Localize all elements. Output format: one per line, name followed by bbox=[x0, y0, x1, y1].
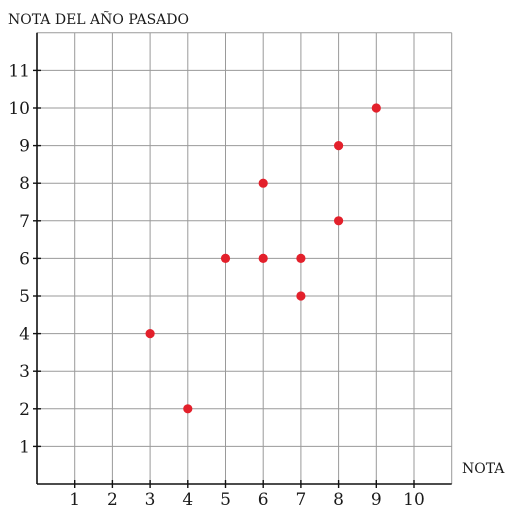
y-tick-label-8: 8 bbox=[19, 174, 30, 194]
tick-labels: 1 2 3 4 5 6 7 8 9 10 1 2 3 4 5 6 7 8 9 10 11 bbox=[8, 61, 424, 510]
y-tick-label-6: 6 bbox=[19, 249, 30, 269]
data-point-6 bbox=[296, 253, 306, 263]
data-point-2 bbox=[183, 404, 193, 414]
grid bbox=[37, 32, 453, 484]
x-tick-label-2: 2 bbox=[107, 490, 118, 510]
x-tick-label-5: 5 bbox=[220, 490, 231, 510]
y-tick-label-11: 11 bbox=[8, 61, 30, 81]
x-tick-label-10: 10 bbox=[403, 490, 425, 510]
data-point-4 bbox=[258, 253, 268, 263]
x-tick-label-6: 6 bbox=[258, 490, 269, 510]
data-point-10 bbox=[371, 103, 381, 113]
x-tick-label-7: 7 bbox=[295, 490, 306, 510]
data-point-3 bbox=[220, 253, 231, 263]
x-tick-label-3: 3 bbox=[145, 490, 156, 510]
data-point-5 bbox=[258, 178, 268, 188]
y-tick-label-3: 3 bbox=[19, 362, 30, 382]
y-tick-label-1: 1 bbox=[19, 437, 30, 457]
y-tick-label-2: 2 bbox=[19, 400, 30, 420]
y-tick-label-7: 7 bbox=[19, 212, 30, 232]
y-axis-label: NOTA DEL AÑO PASADO bbox=[8, 10, 189, 28]
data-point-9 bbox=[334, 216, 344, 226]
axes bbox=[33, 32, 452, 488]
x-axis-label: NOTA bbox=[462, 461, 505, 477]
x-tick-label-4: 4 bbox=[182, 490, 193, 510]
data-point-1 bbox=[145, 329, 155, 339]
x-tick-label-1: 1 bbox=[69, 490, 80, 510]
data-point-8 bbox=[334, 141, 344, 151]
y-tick-label-10: 10 bbox=[8, 99, 30, 119]
y-tick-label-9: 9 bbox=[19, 137, 30, 157]
y-tick-label-5: 5 bbox=[19, 287, 30, 307]
x-tick-label-8: 8 bbox=[333, 490, 344, 510]
y-tick-label-4: 4 bbox=[19, 325, 30, 345]
data-point-7 bbox=[296, 291, 306, 301]
x-tick-label-9: 9 bbox=[371, 490, 382, 510]
data-points bbox=[145, 103, 381, 414]
